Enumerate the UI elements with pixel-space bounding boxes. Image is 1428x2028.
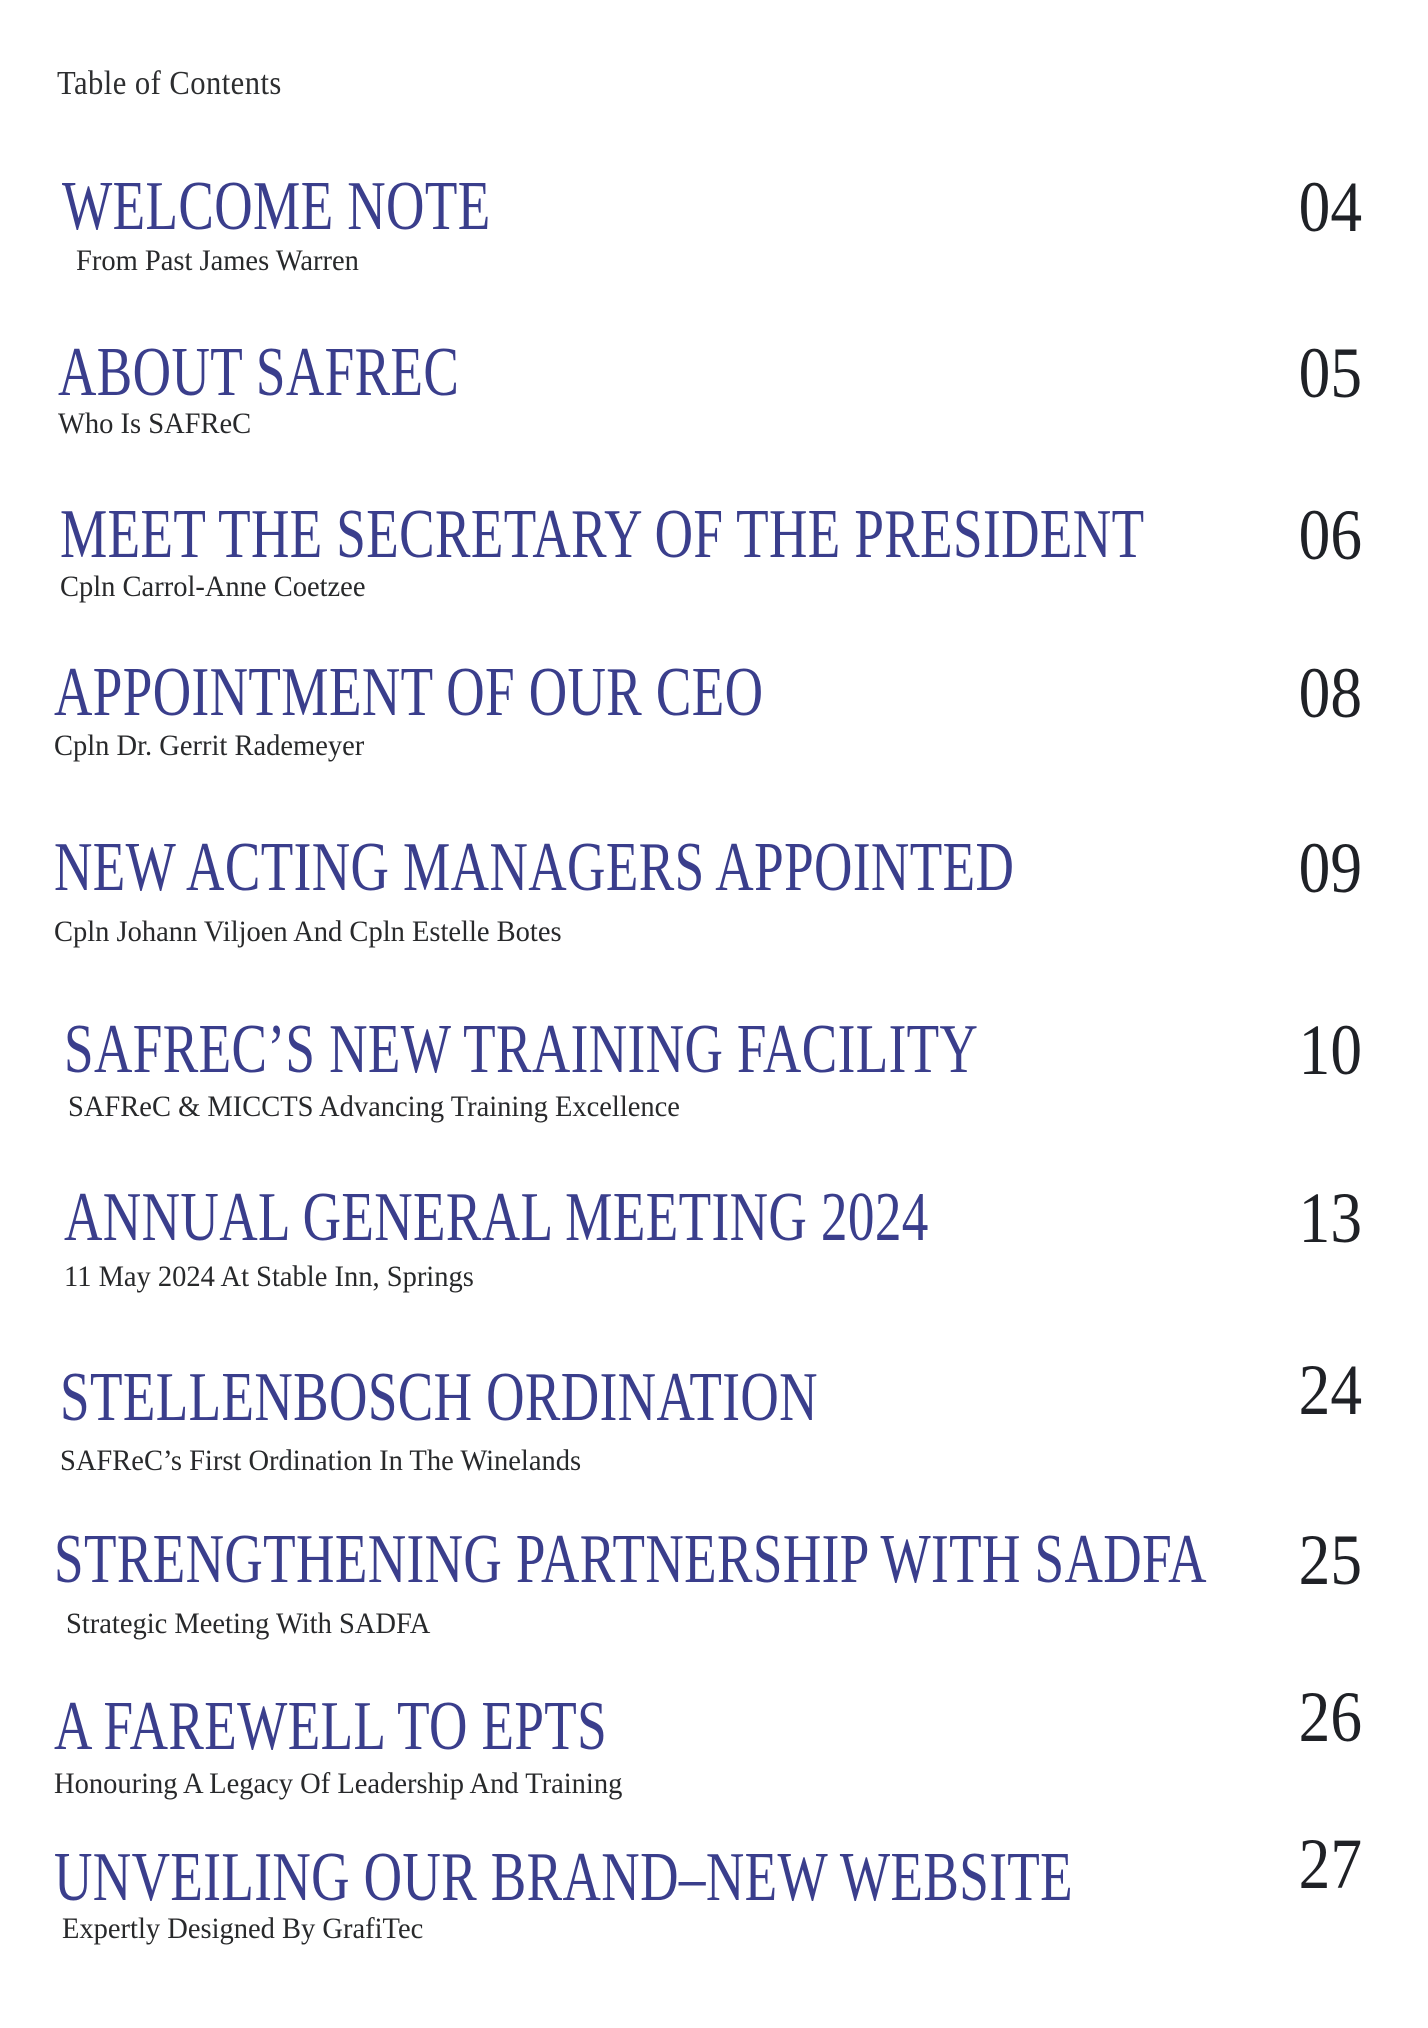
- toc-entry-title: ANNUAL GENERAL MEETING 2024: [64, 1179, 929, 1256]
- toc-entry: WELCOME NOTE From Past James Warren 04: [58, 167, 1362, 302]
- toc-entry-page-number: 09: [1298, 828, 1362, 908]
- toc-entry-subtitle: Expertly Designed By GrafiTec: [62, 1912, 424, 1945]
- toc-entry: ABOUT SAFREC Who Is SAFReC 05: [58, 333, 1362, 468]
- toc-entry-subtitle: From Past James Warren: [76, 244, 359, 277]
- toc-entry-page-number: 05: [1298, 333, 1362, 413]
- toc-entry-subtitle: Who Is SAFReC: [58, 407, 252, 440]
- toc-entry-subtitle: Cpln Johann Viljoen And Cpln Estelle Bot…: [54, 915, 562, 948]
- toc-entry: STELLENBOSCH ORDINATION SAFReC’s First O…: [58, 1354, 1362, 1493]
- toc-entry-subtitle: Strategic Meeting With SADFA: [66, 1607, 431, 1640]
- toc-entry-page-number: 13: [1298, 1178, 1362, 1258]
- toc-entry-page-number: 04: [1298, 167, 1362, 247]
- toc-entry-title: NEW ACTING MANAGERS APPOINTED: [54, 829, 1015, 906]
- toc-entry-page-number: 24: [1298, 1350, 1362, 1430]
- toc-entry-page-number: 27: [1298, 1824, 1362, 1904]
- toc-entry-page-number: 06: [1298, 495, 1362, 575]
- toc-entry-page-number: 25: [1298, 1520, 1362, 1600]
- toc-entry-page-number: 10: [1298, 1010, 1362, 1090]
- toc-entry-title: A FAREWELL TO EPTS: [54, 1688, 608, 1765]
- toc-entry-subtitle: SAFReC’s First Ordination In The Winelan…: [60, 1444, 582, 1477]
- toc-entry-title: ABOUT SAFREC: [58, 334, 460, 411]
- toc-entry: STRENGTHENING PARTNERSHIP WITH SADFA Str…: [54, 1520, 1362, 1655]
- toc-entry-title: APPOINTMENT OF OUR CEO: [54, 654, 764, 731]
- toc-entry-subtitle: 11 May 2024 At Stable Inn, Springs: [64, 1260, 474, 1293]
- toc-entry: A FAREWELL TO EPTS Honouring A Legacy Of…: [54, 1681, 1362, 1822]
- toc-entry-title: MEET THE SECRETARY OF THE PRESIDENT: [60, 496, 1145, 573]
- toc-entry: SAFREC’S NEW TRAINING FACILITY SAFReC & …: [58, 1010, 1362, 1145]
- toc-entry: UNVEILING OUR BRAND–NEW WEBSITE Expertly…: [54, 1828, 1362, 1973]
- toc-entry: ANNUAL GENERAL MEETING 2024 11 May 2024 …: [58, 1178, 1362, 1313]
- page-title-text: Table of Contents: [57, 65, 282, 102]
- toc-entry-page-number: 26: [1298, 1677, 1362, 1757]
- page-title: Table of Contents: [57, 66, 307, 102]
- toc-entry-title: STRENGTHENING PARTNERSHIP WITH SADFA: [54, 1521, 1207, 1598]
- toc-entry: MEET THE SECRETARY OF THE PRESIDENT Cpln…: [58, 495, 1362, 630]
- toc-entry-subtitle: Cpln Carrol-Anne Coetzee: [60, 570, 366, 603]
- toc-entry-page-number: 08: [1298, 653, 1362, 733]
- toc-entry-title: STELLENBOSCH ORDINATION: [60, 1359, 818, 1436]
- toc-entry: APPOINTMENT OF OUR CEO Cpln Dr. Gerrit R…: [54, 653, 1362, 788]
- toc-entry-title: WELCOME NOTE: [62, 168, 491, 245]
- toc-entry-title: UNVEILING OUR BRAND–NEW WEBSITE: [54, 1839, 1074, 1916]
- toc-entry: NEW ACTING MANAGERS APPOINTED Cpln Johan…: [54, 828, 1362, 963]
- toc-entry-title: SAFREC’S NEW TRAINING FACILITY: [64, 1011, 979, 1088]
- toc-entry-subtitle: Honouring A Legacy Of Leadership And Tra…: [54, 1767, 623, 1800]
- toc-entry-subtitle: Cpln Dr. Gerrit Rademeyer: [54, 729, 365, 762]
- toc-entry-subtitle: SAFReC & MICCTS Advancing Training Excel…: [68, 1090, 680, 1123]
